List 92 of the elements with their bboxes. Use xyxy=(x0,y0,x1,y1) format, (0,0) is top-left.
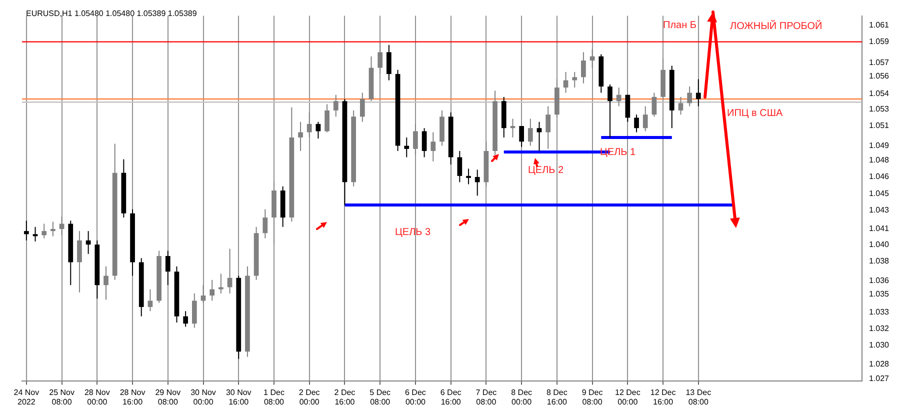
candlestick xyxy=(386,44,392,81)
x-tick-label: 30 Nov 16:00 xyxy=(226,388,252,406)
candlestick xyxy=(42,223,47,239)
x-tick-label: 12 Dec 00:00 xyxy=(614,388,640,406)
annotation: ЛОЖНЫЙ ПРОБОЙ xyxy=(730,21,822,32)
candlestick xyxy=(536,121,542,152)
y-tick-label: 1.027 xyxy=(868,374,890,383)
y-tick-label: 1.043 xyxy=(868,205,890,214)
chart-title: EURUSD,H1 1.05480 1.05480 1.05389 1.05389 xyxy=(26,9,197,18)
annotation: ЦЕЛЬ 1 xyxy=(600,147,636,158)
x-tick-label: 28 Nov 00:00 xyxy=(84,388,110,406)
candlestick xyxy=(218,273,224,294)
x-tick-label: 29 Nov 08:00 xyxy=(155,388,181,406)
candlestick xyxy=(413,123,418,156)
candlestick xyxy=(192,292,197,328)
y-tick-label: 1.054 xyxy=(868,88,890,98)
candlestick xyxy=(457,150,462,183)
x-tick-label: 8 Dec 16:00 xyxy=(546,388,568,406)
candlestick xyxy=(165,250,170,286)
y-tick-label: 1.049 xyxy=(868,140,890,150)
x-tick-label: 13 Dec 08:00 xyxy=(686,388,712,406)
candlestick xyxy=(430,132,436,162)
y-tick-label: 1.028 xyxy=(868,359,890,368)
x-tick-label: 2 Dec 00:00 xyxy=(298,388,320,406)
y-tick-label: 1.038 xyxy=(868,256,890,266)
x-tick-label: 28 Nov 16:00 xyxy=(120,388,146,406)
candlestick xyxy=(634,114,639,133)
candlestick xyxy=(50,221,56,237)
candlestick xyxy=(298,121,303,152)
annotation: ЦЕЛЬ 3 xyxy=(395,227,431,238)
candlestick xyxy=(528,118,533,146)
candlestick xyxy=(608,84,612,138)
y-tick-label: 1.059 xyxy=(868,37,890,46)
candlestick xyxy=(262,208,268,239)
x-tick-label: 12 Dec 16:00 xyxy=(650,388,676,406)
x-tick-label: 30 Nov 00:00 xyxy=(190,388,216,406)
y-tick-label: 1.046 xyxy=(868,172,890,182)
candlestick xyxy=(378,42,383,75)
candlestick xyxy=(572,71,578,88)
x-tick-label: 6 Dec 16:00 xyxy=(440,388,462,406)
y-tick-label: 1.053 xyxy=(868,104,890,114)
x-tick-label: 6 Dec 00:00 xyxy=(405,388,426,406)
candlestick xyxy=(306,112,312,138)
candlestick xyxy=(24,220,29,241)
candlestick xyxy=(678,96,684,116)
y-tick-label: 1.061 xyxy=(868,20,890,30)
y-tick-label: 1.057 xyxy=(868,58,890,67)
y-tick-label: 1.036 xyxy=(868,276,890,286)
candlestick xyxy=(546,106,551,150)
candlestick xyxy=(77,230,82,293)
candlestick xyxy=(616,87,622,107)
x-tick-label: 7 Dec 08:00 xyxy=(476,388,497,406)
candlestick xyxy=(324,104,330,133)
candlestick xyxy=(652,92,657,118)
candlestick xyxy=(32,226,38,242)
candlestick xyxy=(519,126,524,148)
y-tick-label: 1.040 xyxy=(868,240,890,249)
y-tick-label: 1.045 xyxy=(868,188,890,198)
candlestick xyxy=(687,86,692,107)
candlestick xyxy=(625,94,630,122)
x-tick-label: 5 Dec 08:00 xyxy=(370,388,391,406)
candlestick xyxy=(183,310,188,328)
x-tick-label: 9 Dec 08:00 xyxy=(582,388,603,406)
y-tick-label: 1.048 xyxy=(868,156,890,165)
x-tick-label: 25 Nov 08:00 xyxy=(49,388,74,406)
y-tick-label: 1.056 xyxy=(868,71,890,80)
candlestick xyxy=(404,136,410,158)
y-tick-label: 1.051 xyxy=(868,121,890,130)
candlestick xyxy=(474,169,480,196)
candlestick xyxy=(148,288,153,312)
x-tick-label: 24 Nov 2022 xyxy=(14,388,40,406)
y-tick-label: 1.033 xyxy=(868,307,890,316)
candlestick xyxy=(581,52,586,84)
candlestick xyxy=(104,266,108,300)
x-tick-label: 8 Dec 00:00 xyxy=(511,388,532,406)
candlestick xyxy=(510,118,516,138)
candlestick xyxy=(642,106,648,132)
y-tick-label: 1.032 xyxy=(868,324,890,334)
annotation: ИПЦ в США xyxy=(727,108,783,119)
candlestick xyxy=(422,128,427,158)
candlestick xyxy=(210,279,215,302)
y-tick-label: 1.030 xyxy=(868,340,890,350)
x-tick-label: 1 Dec 08:00 xyxy=(264,388,285,406)
candlestick xyxy=(466,168,471,185)
candlestick xyxy=(360,92,365,122)
y-tick-label: 1.035 xyxy=(868,290,890,299)
candlestick xyxy=(696,78,701,107)
annotation: ЦЕЛЬ 2 xyxy=(528,165,564,176)
candlestick xyxy=(333,94,338,118)
annotation: План Б xyxy=(663,20,696,31)
y-tick-label: 1.041 xyxy=(868,224,890,234)
x-tick-label: 2 Dec 16:00 xyxy=(334,388,356,406)
